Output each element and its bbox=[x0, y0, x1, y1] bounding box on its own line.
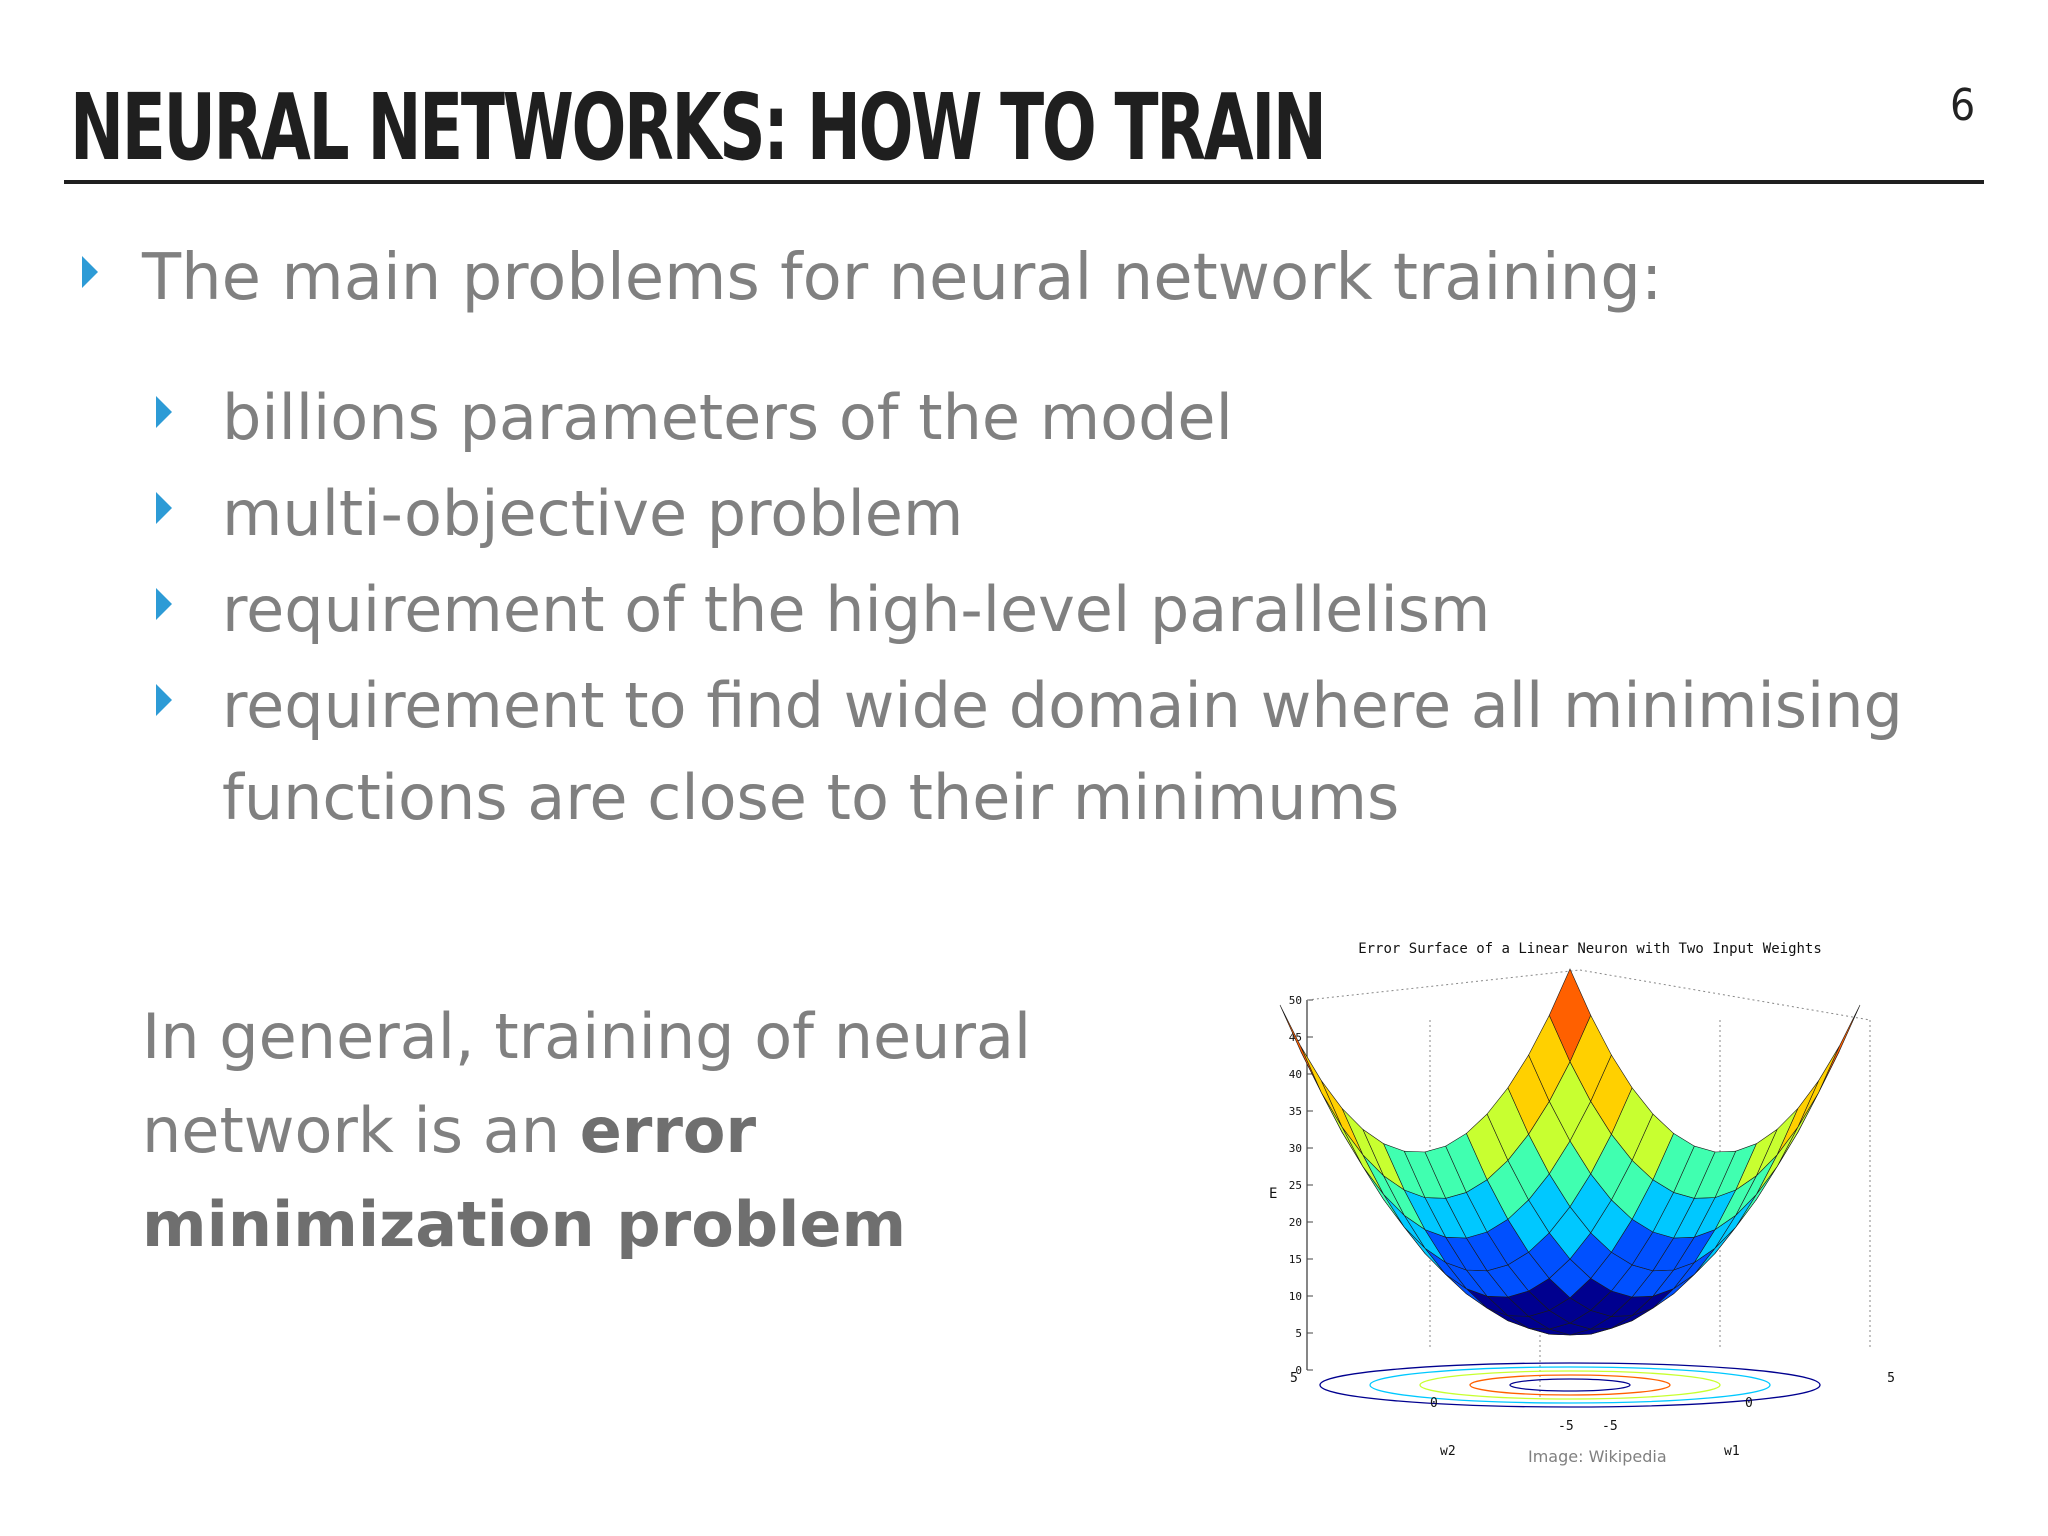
z-axis-ticks: 05101520253035404550 bbox=[1289, 994, 1313, 1377]
sub-bullet-text: multi-objective problem bbox=[222, 477, 964, 550]
w1-tick: 5 bbox=[1887, 1371, 1895, 1386]
grid-line bbox=[1306, 969, 1581, 1001]
bullet-arrow-icon bbox=[82, 256, 98, 288]
z-tick-label: 20 bbox=[1289, 1216, 1302, 1229]
w1-tick: 0 bbox=[1745, 1396, 1753, 1411]
z-tick-label: 5 bbox=[1295, 1327, 1302, 1340]
summary-emphasis: error minimization problem bbox=[142, 1094, 907, 1261]
sub-bullet: requirement to find wide domain where al… bbox=[156, 660, 1956, 844]
main-bullet-text: The main problems for neural network tra… bbox=[142, 241, 1663, 315]
z-tick-label: 40 bbox=[1289, 1068, 1302, 1081]
sub-bullet: billions parameters of the model bbox=[156, 372, 1233, 464]
z-tick-label: 50 bbox=[1289, 994, 1302, 1007]
title-divider bbox=[64, 180, 1984, 184]
z-axis-label: E bbox=[1269, 1186, 1277, 1202]
contour-ring bbox=[1319, 1362, 1821, 1408]
page-number: 6 bbox=[1950, 80, 1976, 131]
surface-patch bbox=[1321, 1080, 1364, 1155]
z-tick-label: 35 bbox=[1289, 1105, 1302, 1118]
surface-patch bbox=[1548, 968, 1592, 1063]
sub-bullet-text: requirement of the high-level parallelis… bbox=[222, 573, 1491, 646]
surface-patch bbox=[1797, 1046, 1840, 1128]
slide-title: NEURAL NETWORKS: HOW TO TRAIN bbox=[70, 74, 1327, 181]
bullet-arrow-icon bbox=[156, 684, 172, 716]
surface-patch bbox=[1818, 1004, 1861, 1093]
contour-ring bbox=[1509, 1378, 1631, 1392]
sub-bullet: requirement of the high-level parallelis… bbox=[156, 564, 1490, 656]
error-surface-figure: Error Surface of a Linear Neuron with Tw… bbox=[1269, 941, 1895, 1459]
z-tick-label: 10 bbox=[1289, 1290, 1302, 1303]
z-tick-label: 15 bbox=[1289, 1253, 1302, 1266]
bullet-arrow-icon bbox=[156, 492, 172, 524]
surface-mesh bbox=[1279, 968, 1861, 1336]
bullet-arrow-icon bbox=[156, 588, 172, 620]
w2-tick: -5 bbox=[1558, 1419, 1574, 1434]
w1-tick: -5 bbox=[1602, 1419, 1618, 1434]
w2-tick: 5 bbox=[1290, 1371, 1298, 1386]
w2-tick: 0 bbox=[1430, 1396, 1438, 1411]
sub-bullet-text: billions parameters of the model bbox=[222, 381, 1233, 454]
summary-text: In general, training of neural network i… bbox=[142, 990, 1222, 1272]
figure-title: Error Surface of a Linear Neuron with Tw… bbox=[1358, 941, 1822, 957]
grid-line bbox=[1579, 969, 1871, 1021]
sub-bullet: multi-objective problem bbox=[156, 468, 963, 560]
main-bullet: The main problems for neural network tra… bbox=[82, 232, 1662, 324]
summary-prefix: In general, training of neural network i… bbox=[142, 1000, 1032, 1167]
w1-axis-label: w1 bbox=[1724, 1444, 1740, 1459]
w2-axis-label: w2 bbox=[1440, 1444, 1456, 1459]
z-tick-label: 0 bbox=[1295, 1364, 1302, 1377]
contour-ring bbox=[1469, 1374, 1671, 1396]
sub-bullet-text: requirement to find wide domain where al… bbox=[222, 669, 1903, 834]
image-credit: Image: Wikipedia bbox=[1528, 1447, 1667, 1466]
surface-patch bbox=[1776, 1080, 1819, 1155]
contour-ring bbox=[1369, 1366, 1771, 1404]
bullet-arrow-icon bbox=[156, 396, 172, 428]
contour-lines bbox=[1319, 1362, 1821, 1408]
contour-ring bbox=[1419, 1370, 1721, 1400]
z-tick-label: 30 bbox=[1289, 1142, 1302, 1155]
z-tick-label: 25 bbox=[1289, 1179, 1302, 1192]
